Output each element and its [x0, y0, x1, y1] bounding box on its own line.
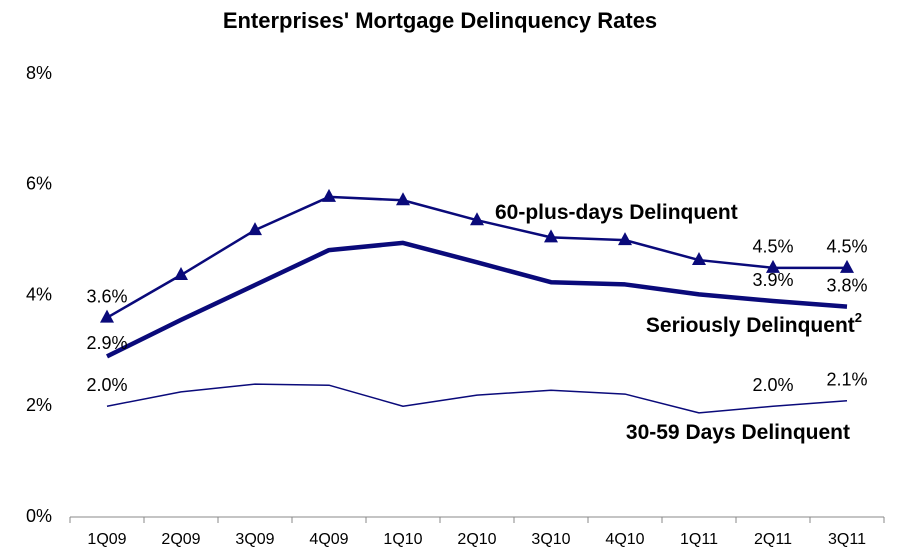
value-label: 4.5% [752, 237, 793, 257]
x-tick-label: 4Q10 [605, 531, 644, 548]
y-tick-label: 2% [26, 395, 52, 415]
x-tick-label: 2Q09 [161, 531, 200, 548]
series-line [106, 383, 848, 414]
series-name: 60-plus-days Delinquent [495, 201, 738, 224]
x-tick-label: 2Q10 [457, 531, 496, 548]
y-tick-label: 4% [26, 284, 52, 304]
point-marker [322, 188, 336, 202]
x-tick-label: 3Q11 [828, 531, 866, 548]
series-label: 60-plus-days Delinquent [495, 201, 738, 224]
value-label: 2.0% [86, 375, 127, 395]
y-tick-label: 8% [26, 63, 52, 83]
value-label: 3.8% [826, 275, 867, 295]
value-label: 3.9% [752, 270, 793, 290]
x-tick-label: 3Q09 [235, 531, 274, 548]
series-label: Seriously Delinquent2 [646, 310, 862, 336]
x-tick-label: 4Q09 [309, 531, 348, 548]
value-label: 2.9% [86, 333, 127, 353]
x-tick-label: 1Q10 [383, 531, 422, 548]
series-name-superscript: 2 [855, 310, 862, 325]
point-marker [544, 229, 558, 243]
value-label: 2.1% [826, 369, 867, 389]
point-marker [248, 222, 262, 236]
series-name: 30-59 Days Delinquent [626, 421, 850, 444]
value-label: 3.6% [86, 286, 127, 306]
series-name: Seriously Delinquent [646, 314, 855, 337]
series-label: 30-59 Days Delinquent [626, 421, 850, 444]
point-marker [100, 309, 114, 323]
point-marker [840, 259, 854, 273]
x-tick-label: 1Q11 [680, 531, 718, 548]
chart-title: Enterprises' Mortgage Delinquency Rates [223, 8, 657, 33]
y-tick-label: 0% [26, 506, 52, 526]
value-label: 4.5% [826, 237, 867, 257]
point-marker [766, 259, 780, 273]
point-marker [174, 267, 188, 281]
x-tick-label: 1Q09 [87, 531, 126, 548]
y-tick-label: 6% [26, 174, 52, 194]
value-label: 2.0% [752, 375, 793, 395]
x-tick-label: 3Q10 [531, 531, 570, 548]
x-tick-label: 2Q11 [754, 531, 792, 548]
point-marker [470, 212, 484, 226]
series-line [106, 240, 848, 359]
point-marker [618, 232, 632, 246]
point-marker [692, 252, 706, 266]
point-marker [396, 192, 410, 206]
